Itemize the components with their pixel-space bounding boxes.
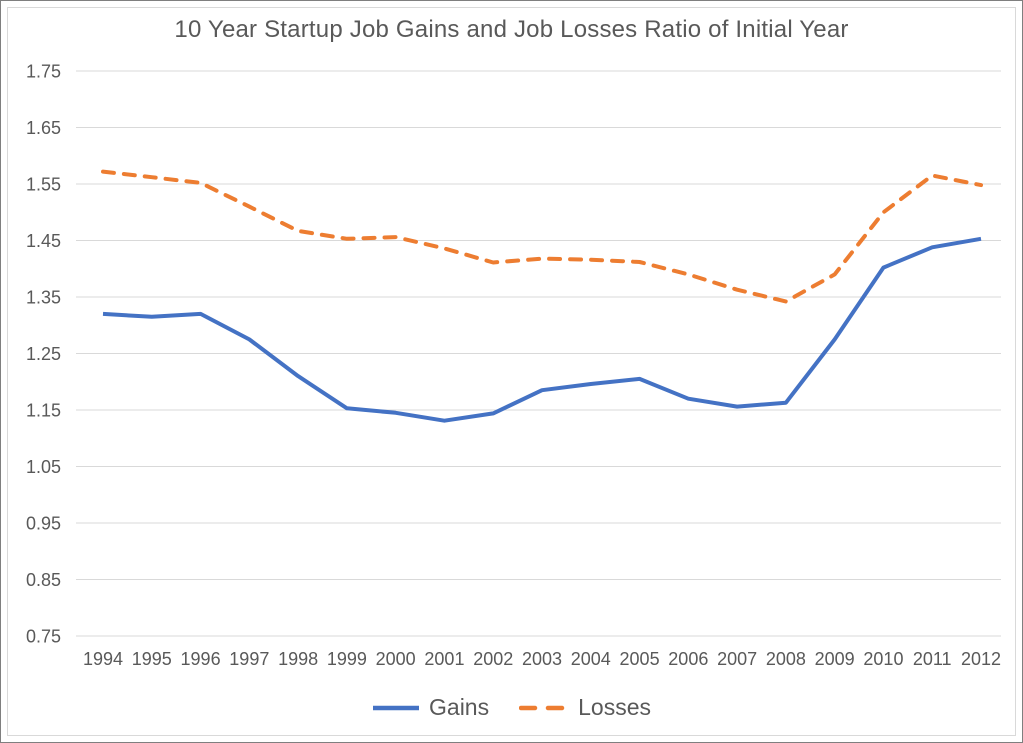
x-tick-label: 1997 (229, 649, 269, 669)
x-tick-label: 1995 (132, 649, 172, 669)
chart-title: 10 Year Startup Job Gains and Job Losses… (174, 16, 849, 43)
x-tick-label: 1999 (327, 649, 367, 669)
y-tick-label: 1.65 (26, 118, 61, 138)
x-tick-label: 2002 (473, 649, 513, 669)
y-tick-label: 1.05 (26, 457, 61, 477)
x-tick-label: 1996 (181, 649, 221, 669)
x-tick-label: 2007 (717, 649, 757, 669)
y-tick-label: 1.35 (26, 288, 61, 308)
losses-line-swatch (519, 705, 570, 710)
x-tick-label: 2009 (815, 649, 855, 669)
y-tick-label: 0.85 (26, 570, 61, 590)
y-tick-label: 1.55 (26, 175, 61, 195)
y-tick-label: 1.15 (26, 401, 61, 421)
x-tick-label: 2008 (766, 649, 806, 669)
y-tick-label: 0.95 (26, 514, 61, 534)
legend-item-gains: Gains (372, 694, 489, 721)
legend: Gains Losses (1, 694, 1022, 721)
x-tick-label: 2010 (863, 649, 903, 669)
x-tick-label: 2004 (571, 649, 611, 669)
series-line-losses (101, 169, 983, 304)
x-tick-label: 2001 (424, 649, 464, 669)
y-tick-label: 1.25 (26, 344, 61, 364)
x-tick-label: 1998 (278, 649, 318, 669)
x-tick-label: 2006 (668, 649, 708, 669)
legend-label-losses: Losses (578, 694, 651, 720)
y-tick-label: 1.45 (26, 231, 61, 251)
x-tick-label: 2012 (961, 649, 1001, 669)
x-tick-label: 2003 (522, 649, 562, 669)
y-tick-label: 0.75 (26, 627, 61, 647)
gains-line-swatch (373, 705, 420, 710)
series-line-gains (102, 236, 982, 423)
legend-label-gains: Gains (429, 694, 490, 720)
x-tick-label: 2000 (376, 649, 416, 669)
x-tick-label: 1994 (83, 649, 123, 669)
x-tick-label: 2005 (620, 649, 660, 669)
legend-item-losses: Losses (519, 694, 651, 721)
y-tick-label: 1.75 (26, 62, 61, 82)
x-tick-label: 2011 (913, 649, 952, 669)
